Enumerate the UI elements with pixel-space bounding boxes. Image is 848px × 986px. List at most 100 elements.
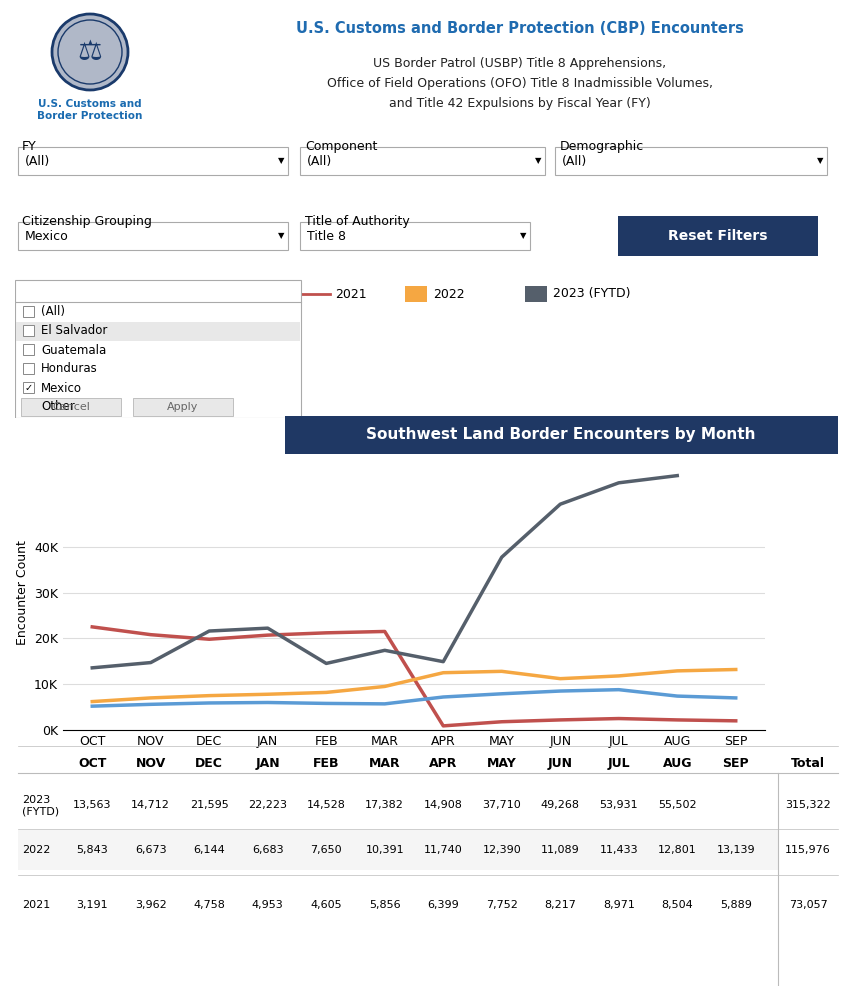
Text: 315,322: 315,322 [785,800,831,810]
Text: 2023
(FYTD): 2023 (FYTD) [22,795,59,816]
FancyBboxPatch shape [300,147,545,175]
Text: AUG: AUG [662,757,692,770]
Text: 4,953: 4,953 [252,900,283,910]
Text: Demographic: Demographic [560,140,644,153]
Bar [21,398,121,416]
Bar [23,363,34,374]
Text: 3,962: 3,962 [135,900,166,910]
Bar [23,401,34,412]
Text: 6,683: 6,683 [252,845,283,855]
Text: MAR: MAR [369,757,400,770]
Text: (All): (All) [307,155,332,168]
Text: 8,971: 8,971 [603,900,634,910]
Text: FY: FY [22,140,36,153]
Text: (All): (All) [562,155,588,168]
Text: (All): (All) [25,155,50,168]
Text: US Border Patrol (USBP) Title 8 Apprehensions,
Office of Field Operations (OFO) : US Border Patrol (USBP) Title 8 Apprehen… [327,57,713,109]
Text: Total: Total [791,757,825,770]
Text: NOV: NOV [136,757,166,770]
Text: 37,710: 37,710 [483,800,522,810]
Text: Cancel: Cancel [52,402,90,412]
Text: 4,605: 4,605 [310,900,342,910]
Text: 8,504: 8,504 [661,900,693,910]
FancyBboxPatch shape [618,216,818,256]
Text: Guatemala: Guatemala [41,343,106,357]
Text: 2022: 2022 [22,845,50,855]
Y-axis label: Encounter Count: Encounter Count [15,540,29,645]
FancyBboxPatch shape [18,222,288,250]
Bar [18,830,778,870]
Text: U.S. Customs and
Border Protection: U.S. Customs and Border Protection [37,100,142,121]
Bar [23,306,34,317]
Text: 14,712: 14,712 [131,800,170,810]
Text: DEC: DEC [195,757,223,770]
Text: ▼: ▼ [817,157,823,166]
Text: OCT: OCT [78,757,107,770]
Text: MAY: MAY [487,757,516,770]
Text: 11,433: 11,433 [600,845,638,855]
Text: 10,391: 10,391 [365,845,404,855]
Text: SEP: SEP [722,757,749,770]
Text: 14,528: 14,528 [307,800,346,810]
Text: ▼: ▼ [535,157,542,166]
Text: Apply: Apply [167,402,198,412]
Text: Mexico: Mexico [41,382,82,394]
Text: ▼: ▼ [278,157,284,166]
Text: 55,502: 55,502 [658,800,696,810]
Text: 73,057: 73,057 [789,900,828,910]
Text: 13,139: 13,139 [717,845,755,855]
Text: 8,217: 8,217 [544,900,576,910]
Text: (All): (All) [41,306,65,318]
Text: ▼: ▼ [278,232,284,241]
Text: 6,399: 6,399 [427,900,459,910]
Text: ▼: ▼ [520,232,527,241]
Text: Citizenship Grouping: Citizenship Grouping [22,215,152,228]
Bar [405,286,427,302]
Text: 12,390: 12,390 [483,845,522,855]
Bar [525,286,547,302]
Text: Reset Filters: Reset Filters [668,229,767,243]
Text: JUL: JUL [607,757,630,770]
Text: Component: Component [305,140,377,153]
Text: 5,843: 5,843 [76,845,109,855]
Text: 115,976: 115,976 [785,845,831,855]
FancyBboxPatch shape [300,222,530,250]
Text: Title of Authority: Title of Authority [305,215,410,228]
Text: Other: Other [41,400,75,413]
Text: Mexico: Mexico [25,230,69,243]
Text: 13,563: 13,563 [73,800,111,810]
Text: 7,752: 7,752 [486,900,517,910]
Text: ✓: ✓ [25,383,32,392]
Text: 53,931: 53,931 [600,800,638,810]
Text: Honduras: Honduras [41,363,98,376]
Text: Southwest Land Border Encounters by Month: Southwest Land Border Encounters by Mont… [366,428,756,443]
FancyBboxPatch shape [18,147,288,175]
Text: 2021: 2021 [22,900,50,910]
Text: JUN: JUN [548,757,572,770]
Text: 6,144: 6,144 [193,845,225,855]
Text: 11,740: 11,740 [424,845,463,855]
Text: 21,595: 21,595 [190,800,229,810]
Text: 49,268: 49,268 [541,800,580,810]
Bar [23,344,34,355]
Text: 7,650: 7,650 [310,845,342,855]
Circle shape [52,14,128,90]
Text: 17,382: 17,382 [365,800,404,810]
Text: FEB: FEB [313,757,339,770]
Text: El Salvador: El Salvador [41,324,108,337]
Text: 2023 (FYTD): 2023 (FYTD) [553,288,631,301]
Text: 2022: 2022 [433,288,465,301]
FancyBboxPatch shape [15,280,301,418]
Bar [23,382,34,393]
Text: 3,191: 3,191 [76,900,108,910]
Text: 12,801: 12,801 [658,845,696,855]
Text: APR: APR [429,757,457,770]
Bar [16,322,300,341]
Text: 4,758: 4,758 [193,900,226,910]
Bar [133,398,233,416]
Text: ⚖: ⚖ [77,38,103,66]
FancyBboxPatch shape [555,147,827,175]
Bar [23,325,34,336]
Text: 14,908: 14,908 [424,800,463,810]
Text: 6,673: 6,673 [135,845,166,855]
